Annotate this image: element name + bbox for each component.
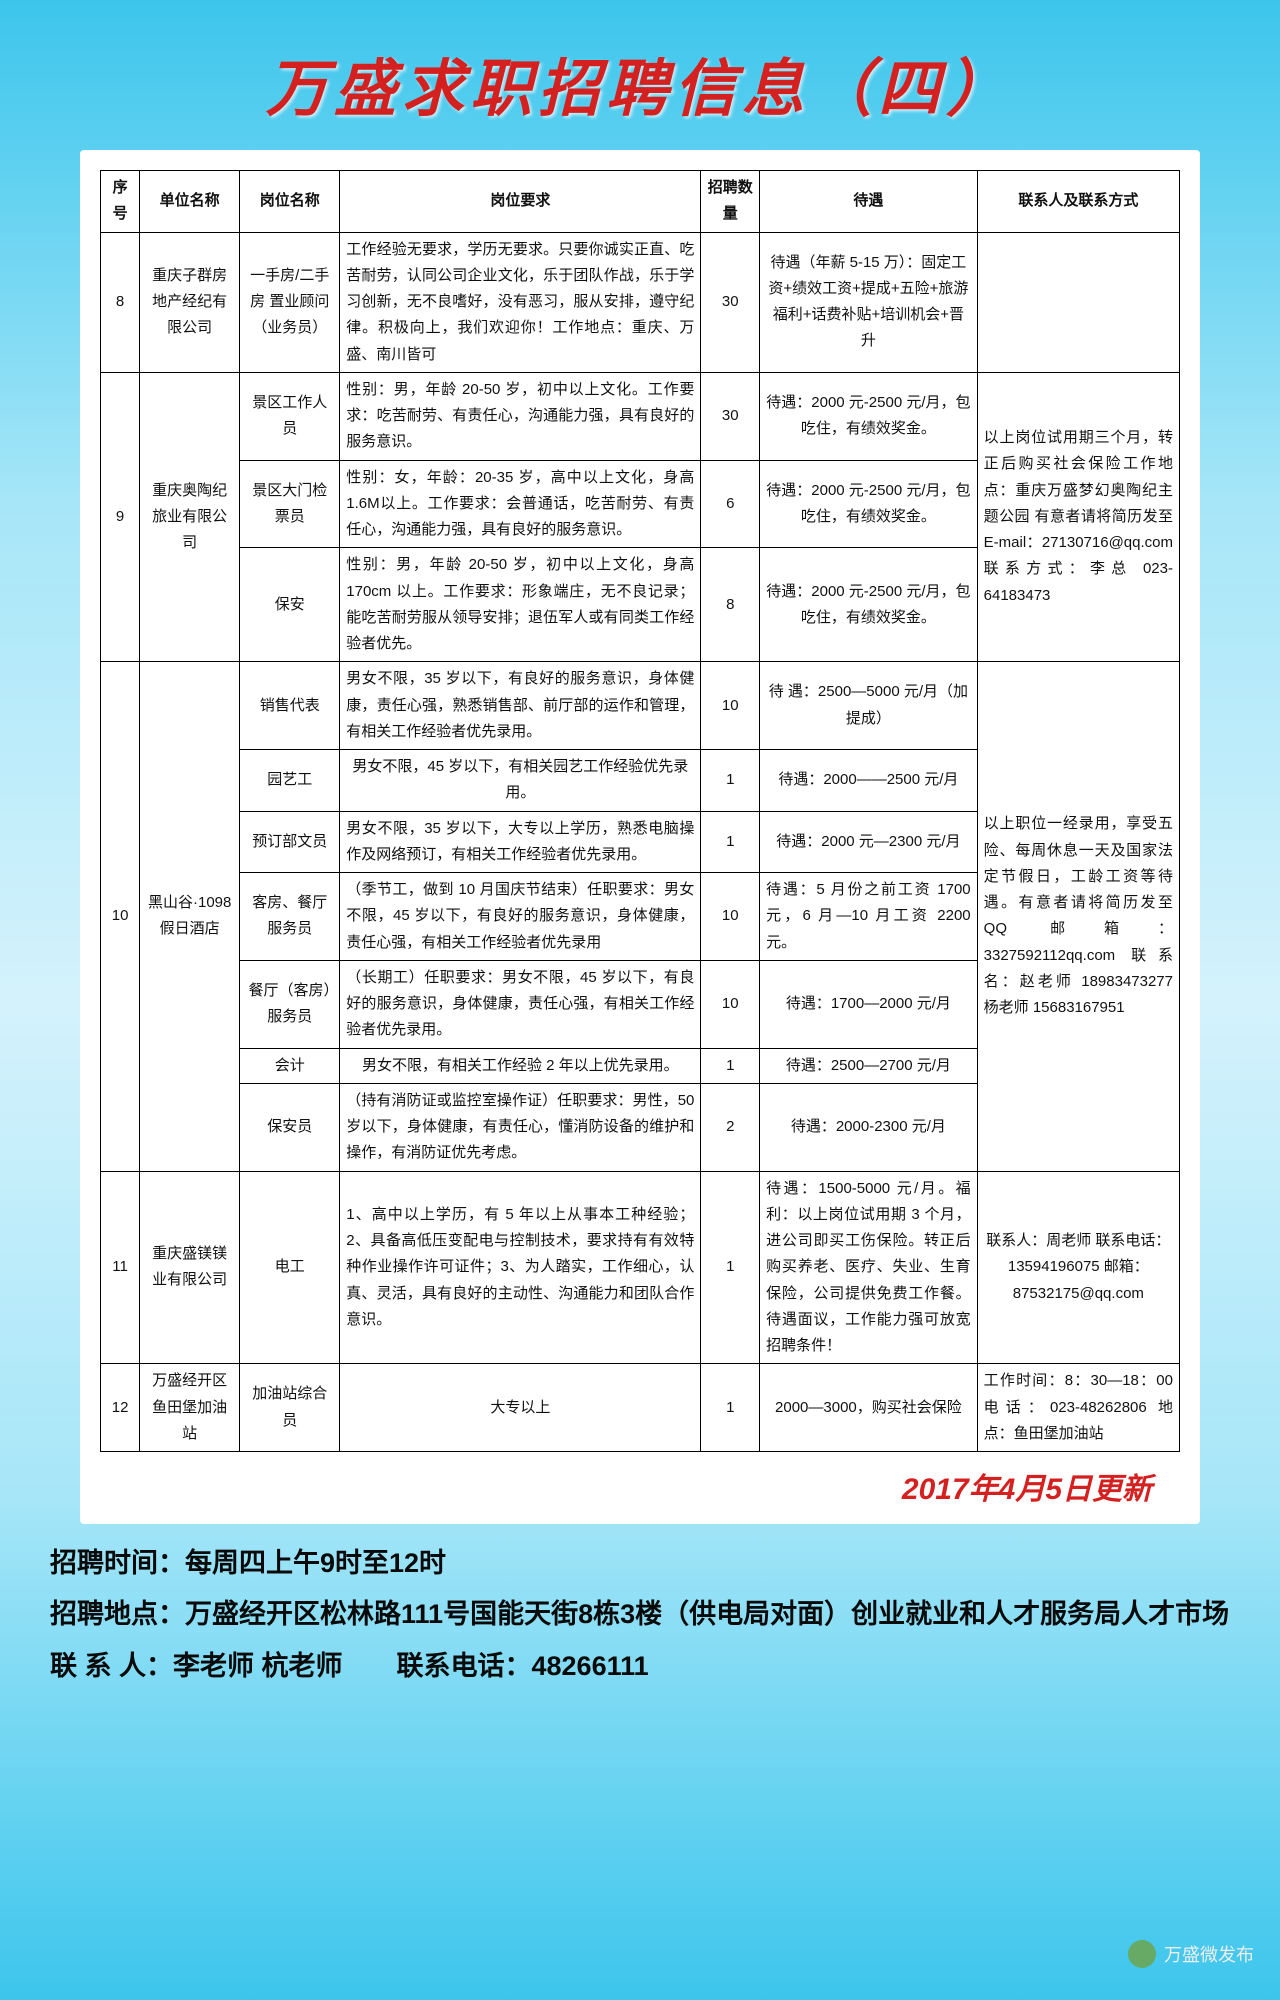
- cell-num: 8: [701, 548, 760, 662]
- cell-num: 2: [701, 1083, 760, 1171]
- cell-req: （持有消防证或监控室操作证）任职要求：男性，50 岁以下，身体健康，有责任心，懂…: [340, 1083, 701, 1171]
- cell-seq: 8: [101, 232, 140, 372]
- cell-pay: 待遇：5 月份之前工资 1700 元，6 月—10 月工资 2200 元。: [760, 873, 978, 961]
- table-row: 8 重庆子群房地产经纪有限公司 一手房/二手房 置业顾问（业务员） 工作经验无要…: [101, 232, 1180, 372]
- cell-job: 保安: [240, 548, 340, 662]
- cell-job: 电工: [240, 1171, 340, 1364]
- cell-num: 6: [701, 460, 760, 548]
- th-seq: 序号: [101, 171, 140, 233]
- table-card: 序号 单位名称 岗位名称 岗位要求 招聘数量 待遇 联系人及联系方式 8 重庆子…: [80, 150, 1200, 1524]
- cell-contact: 以上职位一经录用，享受五险、每周休息一天及国家法定节假日，工龄工资等待遇。有意者…: [977, 662, 1179, 1171]
- job-table: 序号 单位名称 岗位名称 岗位要求 招聘数量 待遇 联系人及联系方式 8 重庆子…: [100, 170, 1180, 1452]
- table-row: 9 重庆奥陶纪旅业有限公司 景区工作人员 性别：男，年龄 20-50 岁，初中以…: [101, 372, 1180, 460]
- th-contact: 联系人及联系方式: [977, 171, 1179, 233]
- watermark-text: 万盛微发布: [1164, 1941, 1254, 1967]
- cell-job: 景区大门检票员: [240, 460, 340, 548]
- table-row: 11 重庆盛镁镁业有限公司 电工 1、高中以上学历，有 5 年以上从事本工种经验…: [101, 1171, 1180, 1364]
- cell-num: 1: [701, 750, 760, 812]
- table-row: 10 黑山谷·1098 假日酒店 销售代表 男女不限，35 岁以下，有良好的服务…: [101, 662, 1180, 750]
- cell-num: 30: [701, 232, 760, 372]
- cell-seq: 9: [101, 372, 140, 662]
- cell-seq: 11: [101, 1171, 140, 1364]
- table-row: 12 万盛经开区鱼田堡加油站 加油站综合员 大专以上 1 2000—3000，购…: [101, 1364, 1180, 1452]
- cell-num: 10: [701, 662, 760, 750]
- cell-num: 10: [701, 873, 760, 961]
- cell-job: 会计: [240, 1048, 340, 1083]
- th-req: 岗位要求: [340, 171, 701, 233]
- cell-req: 男女不限，有相关工作经验 2 年以上优先录用。: [340, 1048, 701, 1083]
- cell-pay: 待遇（年薪 5-15 万）：固定工资+绩效工资+提成+五险+旅游福利+话费补贴+…: [760, 232, 978, 372]
- cell-contact: 联系人：周老师 联系电话：13594196075 邮箱：87532175@qq.…: [977, 1171, 1179, 1364]
- cell-company: 重庆子群房地产经纪有限公司: [140, 232, 240, 372]
- cell-num: 1: [701, 1048, 760, 1083]
- cell-contact: 工作时间：8：30—18：00 电话：023-48262806 地点：鱼田堡加油…: [977, 1364, 1179, 1452]
- cell-num: 10: [701, 960, 760, 1048]
- cell-job: 销售代表: [240, 662, 340, 750]
- cell-num: 1: [701, 1364, 760, 1452]
- cell-pay: 待遇：2000 元-2500 元/月，包吃住，有绩效奖金。: [760, 372, 978, 460]
- cell-req: 男女不限，45 岁以下，有相关园艺工作经验优先录用。: [340, 750, 701, 812]
- footer-block: 招聘时间：每周四上午9时至12时 招聘地点：万盛经开区松林路111号国能天街8栋…: [0, 1524, 1280, 1702]
- cell-job: 预订部文员: [240, 811, 340, 873]
- cell-job: 餐厅（客房）服务员: [240, 960, 340, 1048]
- cell-company: 重庆盛镁镁业有限公司: [140, 1171, 240, 1364]
- cell-pay: 2000—3000，购买社会保险: [760, 1364, 978, 1452]
- cell-job: 景区工作人员: [240, 372, 340, 460]
- cell-job: 一手房/二手房 置业顾问（业务员）: [240, 232, 340, 372]
- cell-req: 性别：男，年龄 20-50 岁，初中以上文化，身高 170cm 以上。工作要求：…: [340, 548, 701, 662]
- cell-job: 加油站综合员: [240, 1364, 340, 1452]
- cell-pay: 待遇：1700—2000 元/月: [760, 960, 978, 1048]
- cell-pay: 待遇：2000 元-2500 元/月，包吃住，有绩效奖金。: [760, 548, 978, 662]
- cell-req: 性别：女，年龄：20-35 岁，高中以上文化，身高 1.6M以上。工作要求：会普…: [340, 460, 701, 548]
- cell-pay: 待遇：2500—2700 元/月: [760, 1048, 978, 1083]
- cell-seq: 10: [101, 662, 140, 1171]
- cell-company: 黑山谷·1098 假日酒店: [140, 662, 240, 1171]
- cell-job: 园艺工: [240, 750, 340, 812]
- page-title: 万盛求职招聘信息（四）: [0, 0, 1280, 150]
- cell-pay: 待遇：2000 元—2300 元/月: [760, 811, 978, 873]
- th-num: 招聘数量: [701, 171, 760, 233]
- cell-pay: 待遇：2000-2300 元/月: [760, 1083, 978, 1171]
- cell-pay: 待遇：1500-5000 元/月。福利：以上岗位试用期 3 个月，进公司即买工伤…: [760, 1171, 978, 1364]
- th-company: 单位名称: [140, 171, 240, 233]
- footer-contact: 联 系 人：李老师 杭老师 联系电话：48266111: [50, 1641, 1230, 1692]
- cell-job: 客房、餐厅服务员: [240, 873, 340, 961]
- cell-req: 工作经验无要求，学历无要求。只要你诚实正直、吃苦耐劳，认同公司企业文化，乐于团队…: [340, 232, 701, 372]
- cell-req: 性别：男，年龄 20-50 岁，初中以上文化。工作要求：吃苦耐劳、有责任心，沟通…: [340, 372, 701, 460]
- table-header-row: 序号 单位名称 岗位名称 岗位要求 招聘数量 待遇 联系人及联系方式: [101, 171, 1180, 233]
- cell-seq: 12: [101, 1364, 140, 1452]
- cell-pay: 待 遇：2500—5000 元/月（加提成）: [760, 662, 978, 750]
- cell-contact: 以上岗位试用期三个月，转正后购买社会保险工作地点：重庆万盛梦幻奥陶纪主题公园 有…: [977, 372, 1179, 662]
- cell-req: （季节工，做到 10 月国庆节结束）任职要求：男女不限，45 岁以下，有良好的服…: [340, 873, 701, 961]
- watermark-logo-icon: [1128, 1940, 1156, 1968]
- update-date: 2017年4月5日更新: [100, 1452, 1180, 1514]
- th-job: 岗位名称: [240, 171, 340, 233]
- footer-time: 招聘时间：每周四上午9时至12时: [50, 1538, 1230, 1589]
- cell-num: 30: [701, 372, 760, 460]
- cell-req: 1、高中以上学历，有 5 年以上从事本工种经验；2、具备高低压变配电与控制技术，…: [340, 1171, 701, 1364]
- cell-contact: [977, 232, 1179, 372]
- cell-req: 大专以上: [340, 1364, 701, 1452]
- cell-req: 男女不限，35 岁以下，大专以上学历，熟悉电脑操作及网络预订，有相关工作经验者优…: [340, 811, 701, 873]
- cell-req: 男女不限，35 岁以下，有良好的服务意识，身体健康，责任心强，熟悉销售部、前厅部…: [340, 662, 701, 750]
- footer-place: 招聘地点：万盛经开区松林路111号国能天街8栋3楼（供电局对面）创业就业和人才服…: [50, 1589, 1230, 1640]
- cell-company: 重庆奥陶纪旅业有限公司: [140, 372, 240, 662]
- cell-num: 1: [701, 1171, 760, 1364]
- cell-num: 1: [701, 811, 760, 873]
- th-pay: 待遇: [760, 171, 978, 233]
- cell-pay: 待遇：2000——2500 元/月: [760, 750, 978, 812]
- cell-job: 保安员: [240, 1083, 340, 1171]
- cell-pay: 待遇：2000 元-2500 元/月，包吃住，有绩效奖金。: [760, 460, 978, 548]
- watermark: 万盛微发布: [1128, 1940, 1254, 1968]
- cell-company: 万盛经开区鱼田堡加油站: [140, 1364, 240, 1452]
- cell-req: （长期工）任职要求：男女不限，45 岁以下，有良好的服务意识，身体健康，责任心强…: [340, 960, 701, 1048]
